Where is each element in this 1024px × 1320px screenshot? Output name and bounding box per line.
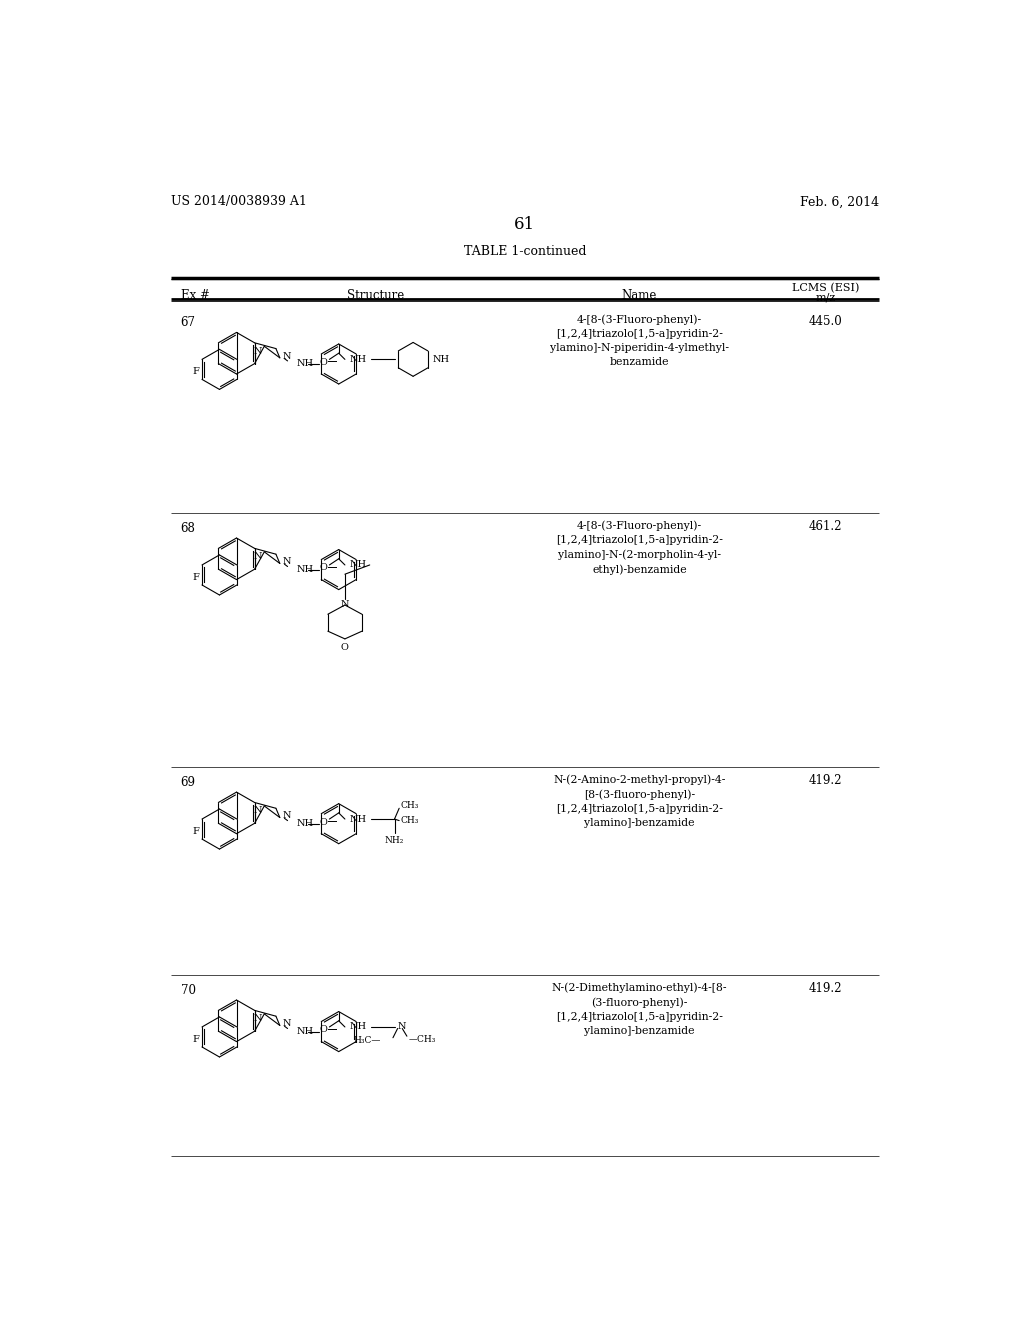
Text: NH: NH (349, 355, 367, 364)
Text: Structure: Structure (347, 289, 404, 302)
Text: O: O (319, 1026, 327, 1035)
Text: TABLE 1-continued: TABLE 1-continued (464, 244, 586, 257)
Text: 461.2: 461.2 (809, 520, 843, 533)
Text: N: N (283, 352, 292, 360)
Text: NH: NH (297, 565, 314, 574)
Text: —CH₃: —CH₃ (409, 1035, 436, 1044)
Text: 445.0: 445.0 (809, 314, 843, 327)
Text: N-(2-Amino-2-methyl-propyl)-4-
[8-(3-fluoro-phenyl)-
[1,2,4]triazolo[1,5-a]pyrid: N-(2-Amino-2-methyl-propyl)-4- [8-(3-flu… (553, 775, 726, 828)
Text: 67: 67 (180, 317, 196, 329)
Text: US 2014/0038939 A1: US 2014/0038939 A1 (171, 195, 306, 209)
Text: N: N (254, 552, 262, 561)
Text: Name: Name (622, 289, 657, 302)
Text: N: N (283, 812, 292, 821)
Text: F: F (193, 367, 200, 376)
Text: N: N (397, 1023, 407, 1031)
Text: NH: NH (349, 814, 367, 824)
Text: N: N (283, 557, 292, 566)
Text: NH: NH (349, 1023, 367, 1031)
Text: N-(2-Dimethylamino-ethyl)-4-[8-
(3-fluoro-phenyl)-
[1,2,4]triazolo[1,5-a]pyridin: N-(2-Dimethylamino-ethyl)-4-[8- (3-fluor… (552, 982, 727, 1036)
Text: NH: NH (297, 359, 314, 368)
Text: CH₃: CH₃ (400, 801, 419, 809)
Text: NH: NH (297, 820, 314, 828)
Text: O: O (341, 644, 349, 652)
Text: 4-[8-(3-Fluoro-phenyl)-
[1,2,4]triazolo[1,5-a]pyridin-2-
ylamino]-N-(2-morpholin: 4-[8-(3-Fluoro-phenyl)- [1,2,4]triazolo[… (556, 520, 723, 574)
Text: N: N (283, 1019, 292, 1028)
Text: LCMS (ESI): LCMS (ESI) (792, 284, 859, 293)
Text: NH: NH (297, 1027, 314, 1036)
Text: F: F (193, 1035, 200, 1044)
Text: N: N (254, 347, 262, 355)
Text: 419.2: 419.2 (809, 775, 843, 788)
Text: CH₃: CH₃ (400, 816, 419, 825)
Text: 61: 61 (514, 216, 536, 234)
Text: F: F (193, 826, 200, 836)
Text: F: F (193, 573, 200, 582)
Text: m/z: m/z (815, 293, 836, 302)
Text: NH: NH (432, 355, 450, 364)
Text: O: O (319, 358, 327, 367)
Text: O: O (319, 817, 327, 826)
Text: Feb. 6, 2014: Feb. 6, 2014 (800, 195, 879, 209)
Text: N: N (254, 807, 262, 816)
Text: 69: 69 (180, 776, 196, 789)
Text: H₃C—: H₃C— (353, 1036, 381, 1045)
Text: N: N (254, 1014, 262, 1023)
Text: Ex #: Ex # (180, 289, 210, 302)
Text: N: N (341, 601, 349, 610)
Text: 68: 68 (180, 521, 196, 535)
Text: NH₂: NH₂ (385, 836, 404, 845)
Text: NH: NH (349, 561, 367, 569)
Text: 419.2: 419.2 (809, 982, 843, 995)
Text: 70: 70 (180, 983, 196, 997)
Text: O: O (319, 564, 327, 573)
Text: 4-[8-(3-Fluoro-phenyl)-
[1,2,4]triazolo[1,5-a]pyridin-2-
ylamino]-N-piperidin-4-: 4-[8-(3-Fluoro-phenyl)- [1,2,4]triazolo[… (550, 314, 729, 367)
